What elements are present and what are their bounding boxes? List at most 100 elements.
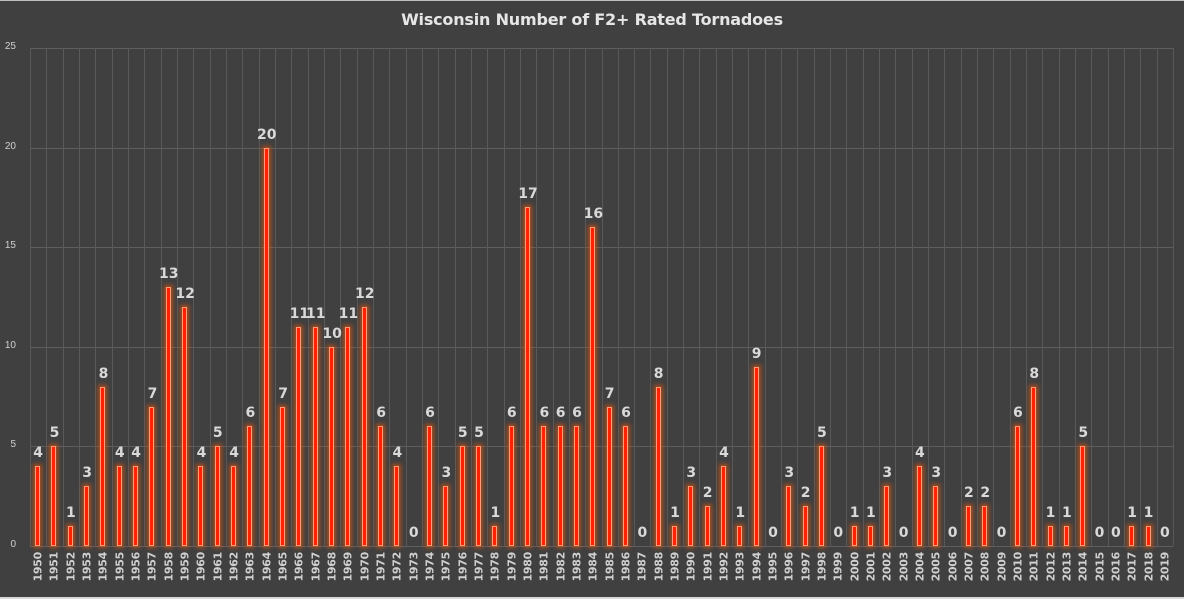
bar-2011 [1031,386,1037,546]
x-tick-label: 2001 [864,552,878,596]
bar-1989 [671,526,677,546]
plot-area [30,48,1174,547]
data-label: 6 [506,405,517,422]
bar-1990 [688,486,694,546]
x-tick-text: 2007 [962,552,976,582]
bar-1966 [296,326,302,546]
x-tick-text: 1987 [635,552,649,582]
bar-1957 [149,406,155,546]
x-tick-text: 1988 [652,552,666,582]
x-tick-text: 1971 [374,552,388,582]
x-tick-label: 1972 [390,552,404,596]
x-tick-text: 2001 [864,552,878,582]
x-tick-text: 1973 [407,552,421,582]
x-tick-label: 1996 [782,552,796,596]
x-tick-label: 1986 [619,552,633,596]
data-label: 8 [1029,365,1040,382]
data-label: 1 [1061,505,1072,522]
y-tick-label: 10 [4,339,16,351]
gridline-vertical [1140,48,1142,546]
gridline-vertical [127,48,129,546]
top-border [0,0,1184,1]
gridline-vertical [193,48,195,546]
gridline-vertical [617,48,619,546]
data-label: 4 [114,445,125,462]
x-tick-label: 2016 [1109,552,1123,596]
x-tick-label: 1992 [717,552,731,596]
bar-1994 [753,366,759,546]
gridline-vertical [764,48,766,546]
x-tick-text: 2012 [1044,552,1058,582]
gridline-vertical [421,48,423,546]
x-tick-label: 1999 [831,552,845,596]
x-tick-text: 1983 [570,552,584,582]
x-tick-text: 2005 [929,552,943,582]
data-label: 8 [653,365,664,382]
data-label: 1 [849,505,860,522]
data-label: 6 [425,405,435,422]
x-tick-label: 2002 [880,552,894,596]
bar-1955 [116,466,122,546]
data-label: 0 [996,525,1007,541]
data-label: 2 [980,485,991,502]
bar-1956 [133,466,139,546]
gridline-vertical [389,48,391,546]
x-tick-label: 1976 [456,552,470,596]
gridline-vertical [340,48,342,546]
data-label: 1 [1045,505,1056,522]
data-label: 6 [539,405,550,422]
bar-2014 [1080,446,1086,546]
x-tick-text: 1982 [554,552,568,582]
data-label: 6 [555,405,566,422]
x-tick-label: 2000 [848,552,862,596]
bar-2012 [1047,526,1053,546]
x-tick-label: 1951 [47,552,61,596]
bar-1975 [443,486,449,546]
x-tick-text: 1998 [815,552,829,582]
bottom-border [0,597,1184,599]
x-tick-label: 2007 [962,552,976,596]
data-label: 8 [98,365,109,382]
data-label: 0 [637,525,648,541]
gridline-vertical [585,48,587,546]
data-label: 6 [621,405,631,422]
gridline-vertical [960,48,962,546]
x-tick-label: 2005 [929,552,943,596]
x-tick-text: 2011 [1027,552,1041,582]
gridline-vertical [470,48,472,546]
x-tick-label: 1998 [815,552,829,596]
x-tick-text: 1964 [260,552,274,582]
gridline-vertical [454,48,456,546]
x-tick-text: 2014 [1076,552,1090,582]
data-label: 12 [354,285,375,302]
x-tick-label: 1968 [325,552,339,596]
bar-1969 [345,326,351,546]
data-label: 0 [408,525,419,541]
gridline-vertical [1091,48,1093,546]
gridline-vertical [291,48,293,546]
gridline-vertical [62,48,64,546]
bar-2004 [916,466,922,546]
chart-title: Wisconsin Number of F2+ Rated Tornadoes [401,10,783,29]
gridline-vertical [1075,48,1077,546]
bar-2007 [965,506,971,546]
x-tick-label: 1997 [799,552,813,596]
x-tick-text: 1959 [178,552,192,582]
gridline-vertical [862,48,864,546]
x-tick-text: 1957 [145,552,159,582]
gridline-vertical [601,48,603,546]
x-tick-label: 1957 [145,552,159,596]
data-label: 6 [245,405,256,422]
x-tick-label: 1965 [276,552,290,596]
x-tick-text: 1991 [701,552,715,582]
bar-2001 [867,526,873,546]
gridline-vertical [356,48,358,546]
x-tick-label: 2015 [1093,552,1107,596]
x-tick-label: 1994 [750,552,764,596]
x-tick-text: 1953 [80,552,94,582]
x-tick-label: 1995 [766,552,780,596]
gridline-vertical [797,48,799,546]
x-tick-text: 2000 [848,552,862,582]
bar-1965 [280,406,286,546]
gridline-vertical [634,48,636,546]
